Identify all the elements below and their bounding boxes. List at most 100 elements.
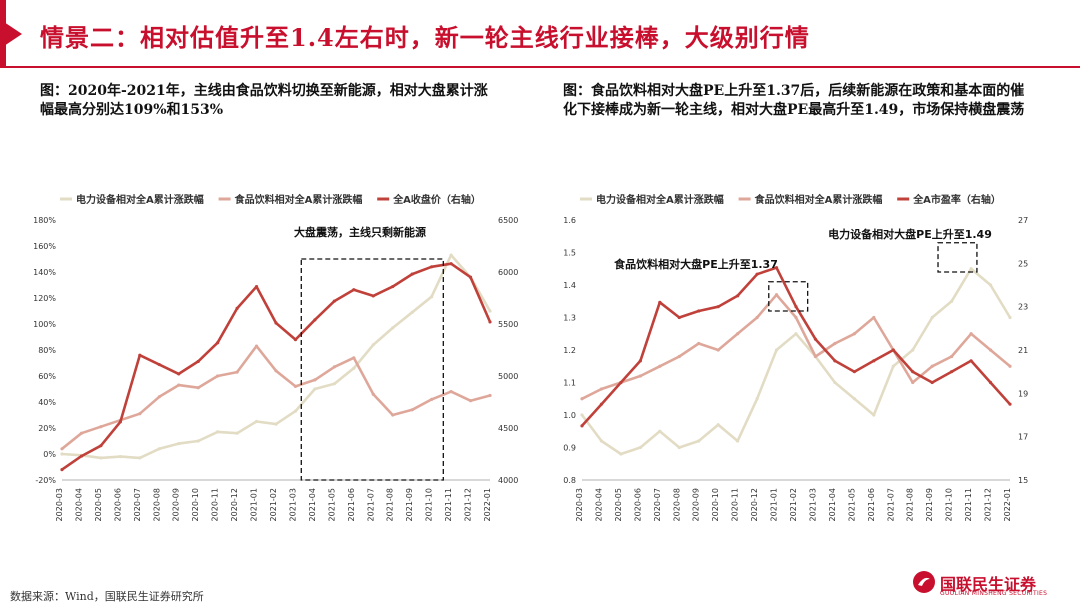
data-point-2 xyxy=(677,315,681,320)
data-point-1 xyxy=(371,392,375,396)
annotation-label: 电力设备相对大盘PE上升至1.49 xyxy=(828,227,992,241)
y-right-tick-label: 4000 xyxy=(498,476,518,485)
data-point-0 xyxy=(774,348,779,352)
slide-title: 情景二：相对估值升至1.4左右时，新一轮主线行业接棒，大级别行情 xyxy=(40,23,810,52)
data-point-0 xyxy=(658,429,662,433)
logo-subtitle: GUOLIAN MINSHENG SECURITIES xyxy=(940,590,1048,597)
legend-label-0: 电力设备相对全A累计涨跌幅 xyxy=(596,193,724,206)
data-point-1 xyxy=(833,341,837,346)
series-line-2 xyxy=(60,262,492,471)
data-point-0 xyxy=(352,366,356,370)
data-point-1 xyxy=(177,383,181,387)
annotation-box xyxy=(937,242,978,273)
data-point-2 xyxy=(118,420,122,424)
data-source: 数据来源：Wind，国联民生证券研究所 xyxy=(10,590,204,603)
x-tick-label: 2021-12 xyxy=(984,488,993,521)
annotation-box xyxy=(768,281,809,312)
data-point-1 xyxy=(697,341,701,346)
x-tick-label: 2021-04 xyxy=(828,488,837,521)
data-point-0 xyxy=(274,422,278,426)
x-tick-label: 2020-08 xyxy=(672,488,681,521)
y-right-tick-label: 21 xyxy=(1018,346,1028,355)
x-tick-label: 2021-11 xyxy=(964,488,973,521)
data-point-1 xyxy=(1008,364,1012,368)
x-tick-label: 2021-01 xyxy=(250,488,259,521)
data-point-2 xyxy=(1008,402,1012,406)
data-point-2 xyxy=(930,380,934,385)
y-left-tick-label: 20% xyxy=(38,424,56,433)
x-tick-label: 2021-01 xyxy=(770,488,779,521)
y-right-tick-label: 27 xyxy=(1018,216,1028,225)
data-point-2 xyxy=(774,266,779,270)
data-point-1 xyxy=(60,447,64,451)
y-right-tick-label: 5000 xyxy=(498,372,518,381)
y-left-tick-label: 160% xyxy=(33,242,56,251)
data-point-2 xyxy=(488,320,492,324)
data-point-0 xyxy=(99,456,103,460)
x-tick-label: 2022-01 xyxy=(1003,488,1012,521)
company-logo: 国联民生证券 GUOLIAN MINSHENG SECURITIES xyxy=(912,566,1072,606)
data-point-0 xyxy=(293,409,298,413)
data-point-0 xyxy=(60,452,64,456)
data-point-0 xyxy=(833,380,837,385)
x-tick-label: 2020-09 xyxy=(692,488,701,521)
data-point-2 xyxy=(950,370,954,374)
data-point-0 xyxy=(430,295,434,299)
data-point-2 xyxy=(157,362,161,367)
data-point-1 xyxy=(969,332,973,336)
y-left-tick-label: 120% xyxy=(33,294,56,303)
data-point-2 xyxy=(891,348,895,352)
data-point-1 xyxy=(391,413,395,417)
data-point-0 xyxy=(216,430,220,434)
x-tick-label: 2021-06 xyxy=(347,488,356,521)
y-left-tick-label: 1.6 xyxy=(563,216,576,225)
data-point-2 xyxy=(755,272,759,276)
y-left-tick-label: 1.1 xyxy=(563,379,576,388)
data-point-2 xyxy=(216,341,220,345)
x-tick-label: 2020-05 xyxy=(94,488,103,521)
data-point-1 xyxy=(872,315,876,320)
data-point-1 xyxy=(658,364,662,368)
data-point-1 xyxy=(352,356,356,360)
data-point-1 xyxy=(430,397,434,401)
data-point-0 xyxy=(177,442,181,446)
data-point-1 xyxy=(988,348,993,352)
x-tick-label: 2020-07 xyxy=(653,488,662,521)
series-line-0 xyxy=(580,267,1012,456)
data-point-2 xyxy=(580,424,584,428)
x-tick-label: 2021-08 xyxy=(906,488,915,521)
data-point-0 xyxy=(332,382,336,386)
data-point-1 xyxy=(157,395,161,399)
y-right-tick-label: 5500 xyxy=(498,320,518,329)
y-right-tick-label: 4500 xyxy=(498,424,518,433)
x-tick-label: 2020-07 xyxy=(133,488,142,521)
data-point-0 xyxy=(930,315,934,320)
data-point-2 xyxy=(736,294,740,298)
y-right-tick-label: 25 xyxy=(1018,259,1028,268)
data-point-1 xyxy=(774,293,779,297)
x-tick-label: 2020-04 xyxy=(74,488,83,521)
data-point-1 xyxy=(716,348,720,352)
data-point-0 xyxy=(755,397,759,401)
data-point-2 xyxy=(716,305,720,309)
right-chart-caption: 图：食品饮料相对大盘PE上升至1.37后，后续新能源在政策和基本面的催化下接棒成… xyxy=(563,83,1025,118)
data-point-0 xyxy=(872,413,876,417)
x-tick-label: 2021-05 xyxy=(327,488,336,521)
data-point-0 xyxy=(891,364,895,368)
legend-label-1: 食品饮料相对全A累计涨跌幅 xyxy=(754,193,883,206)
data-point-2 xyxy=(599,402,604,406)
y-right-tick-label: 15 xyxy=(1018,476,1028,485)
y-left-tick-label: 40% xyxy=(38,398,56,407)
data-point-0 xyxy=(580,413,584,417)
data-point-2 xyxy=(969,359,973,363)
x-tick-label: 2020-05 xyxy=(614,488,623,521)
data-point-0 xyxy=(196,439,200,443)
legend-label-2: 全A市盈率（右轴） xyxy=(912,193,1001,206)
data-point-0 xyxy=(157,447,161,451)
data-point-2 xyxy=(138,353,142,357)
x-tick-label: 2020-08 xyxy=(152,488,161,521)
x-tick-label: 2022-01 xyxy=(483,488,492,521)
data-point-2 xyxy=(79,454,84,458)
y-left-tick-label: 80% xyxy=(38,346,56,355)
x-tick-label: 2021-12 xyxy=(464,488,473,521)
